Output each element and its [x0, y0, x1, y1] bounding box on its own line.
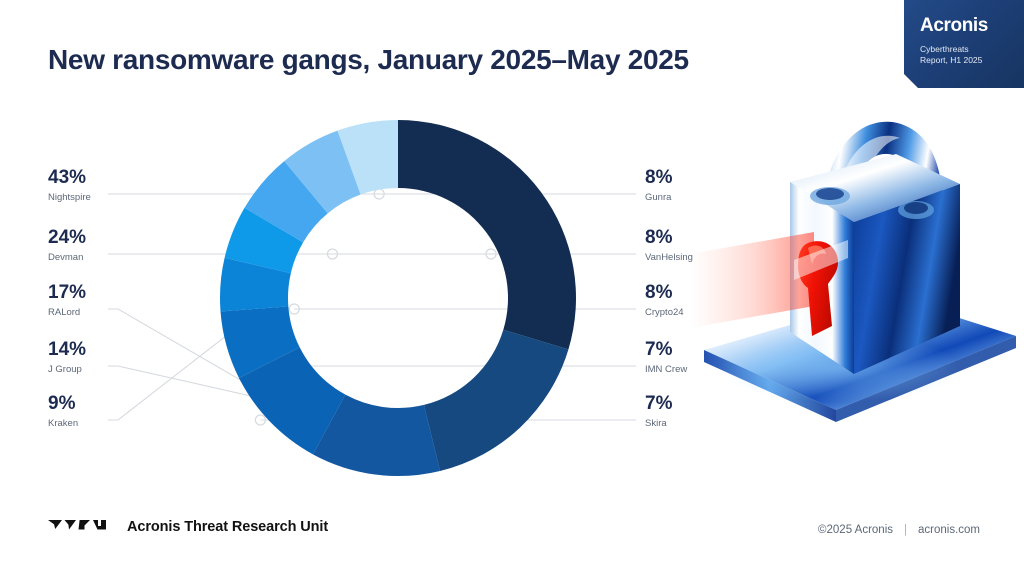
callout-percent: 9%	[48, 393, 76, 414]
page-title: New ransomware gangs, January 2025–May 2…	[48, 44, 689, 75]
footer-left: Acronis Threat Research Unit	[48, 519, 328, 535]
red-light-beam	[690, 232, 814, 328]
badge-subtitle-line2: Report, H1 2025	[920, 55, 983, 65]
donut-segment	[284, 130, 361, 214]
badge-subtitle: Cyberthreats Report, H1 2025	[920, 44, 1010, 66]
callout-gang-name: Nightspire	[48, 192, 91, 203]
leader-marker	[288, 303, 300, 315]
website-link[interactable]: acronis.com	[918, 524, 980, 536]
callout-label-imn-crew: 7% IMN Crew	[645, 340, 687, 375]
callout-label-vanhelsing: 8% VanHelsing	[645, 228, 693, 263]
callout-gang-name: Kraken	[48, 418, 79, 429]
footer-right: ©2025 Acronis | acronis.com	[818, 524, 980, 536]
callout-gang-name: VanHelsing	[645, 252, 693, 263]
footer-org-name: Acronis Threat Research Unit	[127, 519, 329, 535]
callout-gang-name: IMN Crew	[645, 364, 688, 375]
callout-label-j-group: 14% J Group	[48, 340, 86, 375]
badge-subtitle-line1: Cyberthreats	[920, 44, 969, 54]
callout-label-kraken: 9% Kraken	[48, 394, 78, 429]
donut-segment	[337, 120, 398, 195]
callout-label-gunra: 8% Gunra	[645, 168, 672, 203]
donut-chart	[220, 120, 576, 477]
donut-segment	[220, 257, 291, 312]
callout-label-ralord: 17% RALord	[48, 283, 86, 318]
tru-logo-icon	[48, 520, 106, 530]
callout-percent: 24%	[48, 227, 87, 248]
callout-percent: 8%	[645, 227, 673, 248]
callout-gang-name: RALord	[48, 307, 81, 318]
callout-label-devman: 24% Devman	[48, 228, 86, 263]
acronis-logo-text: Acronis	[920, 15, 988, 36]
callout-gang-name: Gunra	[645, 192, 672, 203]
donut-segment	[224, 207, 304, 274]
lock-highlight	[794, 240, 848, 280]
donut-segment	[238, 347, 346, 455]
donut-segment	[244, 161, 328, 243]
callout-gang-name: Crypto24	[645, 307, 684, 318]
acronis-report-badge: Acronis Cyberthreats Report, H1 2025	[854, 0, 1024, 100]
callout-percent: 43%	[48, 167, 87, 188]
callout-percent: 17%	[48, 282, 87, 303]
footer-divider: |	[904, 524, 907, 536]
callout-percent: 7%	[645, 393, 673, 414]
callout-label-skira: 7% Skira	[645, 394, 672, 429]
badge-body: Acronis Cyberthreats Report, H1 2025	[904, 0, 1024, 88]
padlock-illustration	[690, 121, 1016, 422]
callout-label-crypto24: 8% Crypto24	[645, 283, 684, 318]
donut-segment	[220, 306, 300, 378]
callout-gang-name: Skira	[645, 418, 667, 429]
callout-gang-name: J Group	[48, 364, 82, 375]
callout-label-nightspire: 43% Nightspire	[48, 168, 91, 203]
leader-marker	[326, 248, 339, 260]
copyright-text: ©2025 Acronis	[818, 524, 893, 536]
donut-segment	[312, 394, 441, 477]
callout-percent: 8%	[645, 282, 673, 303]
leader-marker	[254, 414, 267, 426]
callout-gang-name: Devman	[48, 252, 84, 263]
donut-segment	[423, 329, 569, 471]
callout-percent: 14%	[48, 339, 87, 360]
callout-percent: 7%	[645, 339, 673, 360]
callout-percent: 8%	[645, 167, 673, 188]
donut-segment	[398, 120, 576, 350]
